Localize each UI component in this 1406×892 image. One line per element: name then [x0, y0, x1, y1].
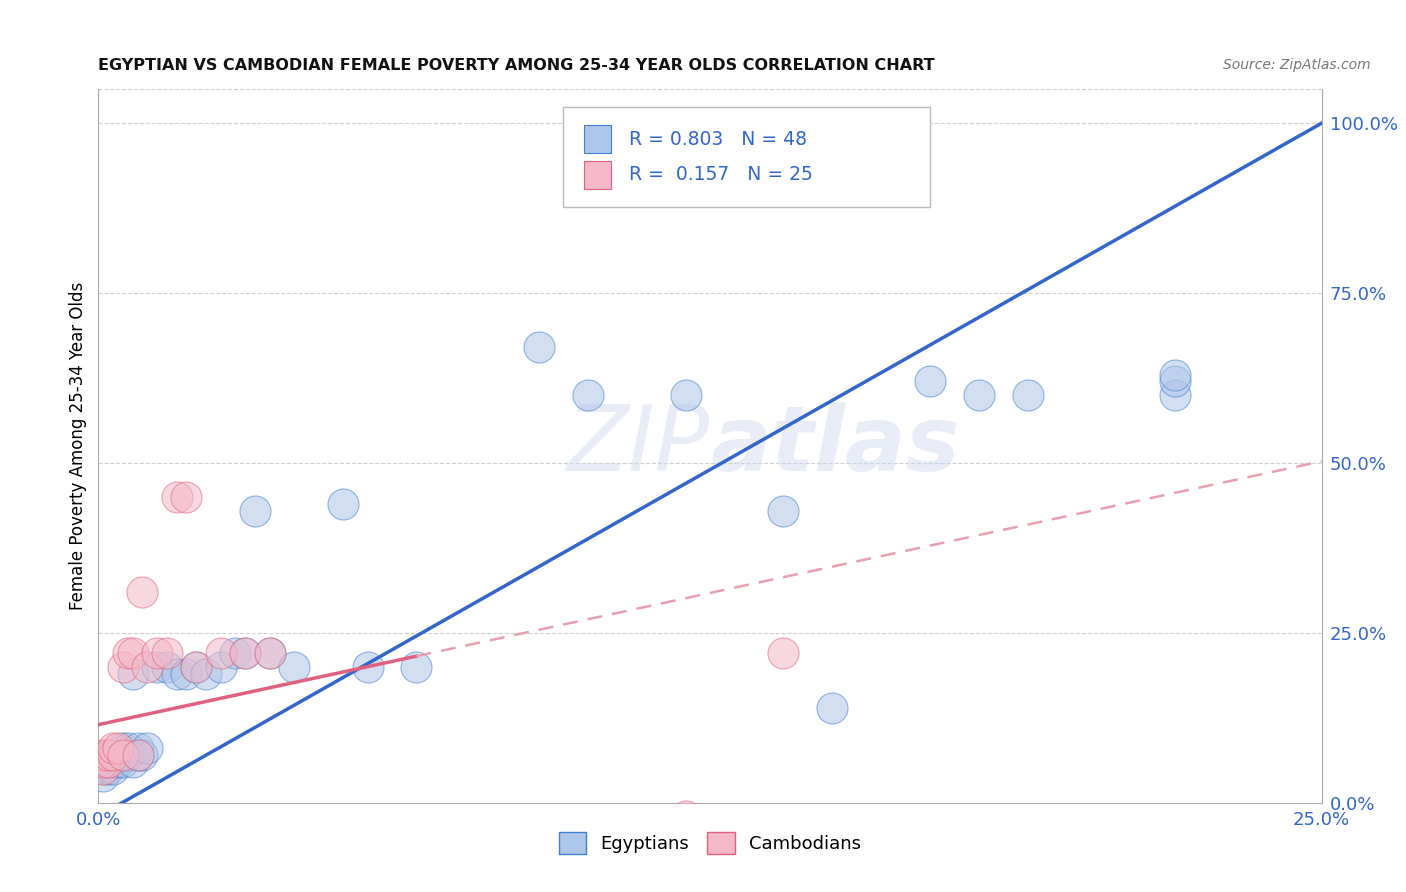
Point: [675, 809, 697, 823]
Point: [156, 660, 179, 674]
Text: EGYPTIAN VS CAMBODIAN FEMALE POVERTY AMONG 25-34 YEAR OLDS CORRELATION CHART: EGYPTIAN VS CAMBODIAN FEMALE POVERTY AMO…: [98, 58, 935, 73]
Point: [146, 646, 169, 660]
Point: [117, 748, 139, 763]
Point: [166, 666, 188, 681]
Point: [156, 646, 179, 660]
Point: [136, 660, 159, 674]
Point: [121, 646, 143, 660]
Point: [101, 741, 124, 756]
Point: [101, 755, 124, 769]
FancyBboxPatch shape: [583, 161, 612, 189]
Point: [101, 762, 124, 776]
Point: [233, 646, 256, 660]
Point: [224, 646, 246, 660]
Y-axis label: Female Poverty Among 25-34 Year Olds: Female Poverty Among 25-34 Year Olds: [69, 282, 87, 610]
Point: [675, 388, 697, 402]
Point: [209, 660, 232, 674]
Point: [91, 748, 114, 763]
Point: [146, 660, 169, 674]
Point: [91, 755, 114, 769]
Point: [259, 646, 281, 660]
Point: [97, 755, 120, 769]
Point: [772, 646, 794, 660]
Point: [821, 700, 844, 714]
Point: [121, 755, 143, 769]
Point: [186, 660, 208, 674]
Legend: Egyptians, Cambodians: Egyptians, Cambodians: [553, 825, 868, 862]
Point: [97, 748, 120, 763]
Point: [176, 490, 198, 504]
Point: [772, 503, 794, 517]
Point: [97, 762, 120, 776]
Point: [91, 762, 114, 776]
Point: [107, 748, 129, 763]
Point: [111, 748, 134, 763]
Point: [1164, 368, 1187, 382]
Point: [117, 646, 139, 660]
Point: [127, 748, 149, 763]
Point: [117, 741, 139, 756]
Point: [111, 755, 134, 769]
Point: [91, 762, 114, 776]
Text: R =  0.157   N = 25: R = 0.157 N = 25: [630, 165, 813, 185]
Point: [283, 660, 305, 674]
Point: [136, 741, 159, 756]
Point: [111, 741, 134, 756]
Text: ZIP: ZIP: [567, 402, 710, 490]
Point: [176, 666, 198, 681]
Point: [127, 741, 149, 756]
Point: [576, 388, 599, 402]
Point: [127, 748, 149, 763]
Text: Source: ZipAtlas.com: Source: ZipAtlas.com: [1223, 58, 1371, 72]
FancyBboxPatch shape: [564, 107, 931, 207]
Point: [967, 388, 990, 402]
Point: [1164, 375, 1187, 389]
Point: [1164, 388, 1187, 402]
FancyBboxPatch shape: [583, 125, 612, 153]
Point: [356, 660, 378, 674]
Text: R = 0.803   N = 48: R = 0.803 N = 48: [630, 129, 807, 149]
Point: [131, 585, 153, 599]
Point: [111, 748, 134, 763]
Point: [131, 748, 153, 763]
Point: [97, 755, 120, 769]
Point: [91, 755, 114, 769]
Point: [920, 375, 942, 389]
Point: [186, 660, 208, 674]
Point: [195, 666, 218, 681]
Point: [527, 341, 550, 355]
Point: [233, 646, 256, 660]
Point: [166, 490, 188, 504]
Point: [1017, 388, 1039, 402]
Point: [107, 755, 129, 769]
Point: [121, 666, 143, 681]
Point: [97, 748, 120, 763]
Point: [209, 646, 232, 660]
Point: [111, 660, 134, 674]
Point: [101, 748, 124, 763]
Point: [332, 497, 354, 511]
Point: [91, 769, 114, 783]
Point: [259, 646, 281, 660]
Point: [405, 660, 427, 674]
Point: [107, 741, 129, 756]
Point: [101, 748, 124, 763]
Point: [243, 503, 266, 517]
Text: atlas: atlas: [710, 402, 959, 490]
